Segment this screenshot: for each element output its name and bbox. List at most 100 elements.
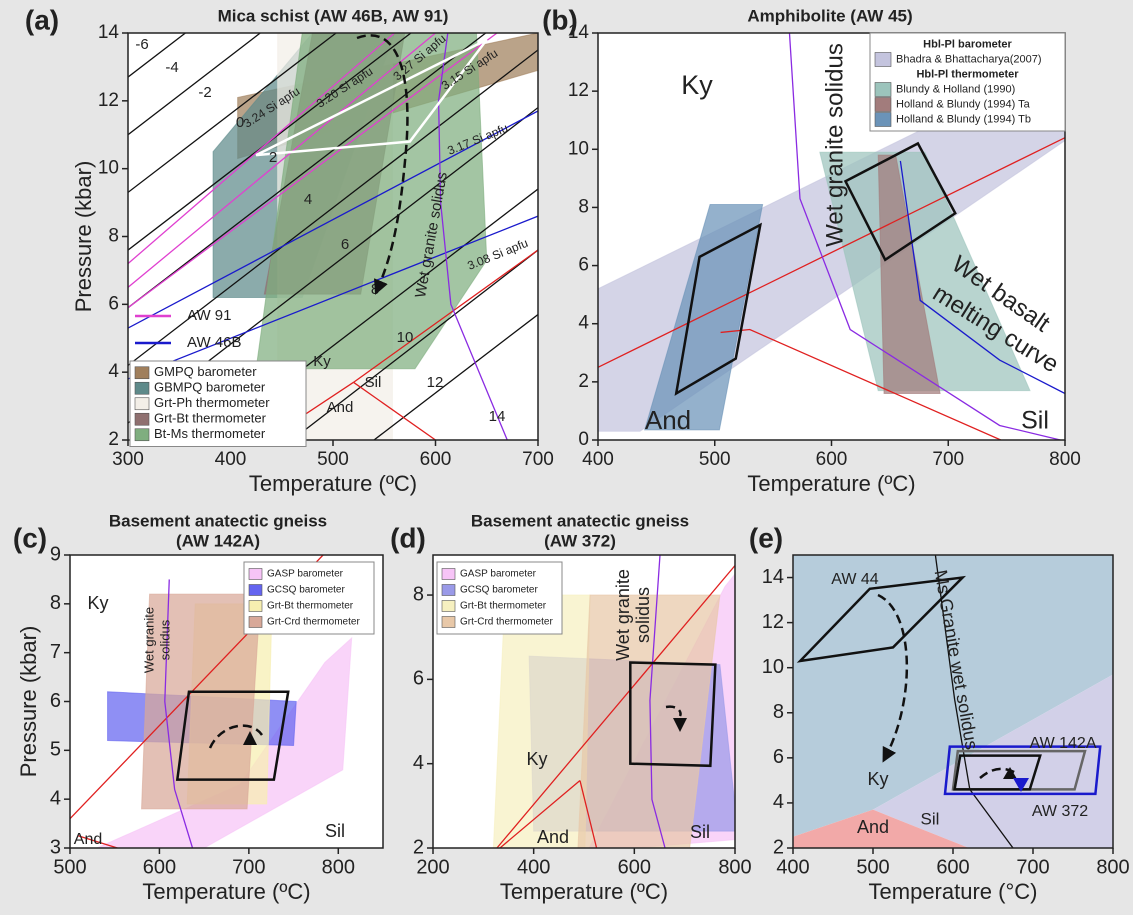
annotation: solidus (633, 587, 653, 643)
legend-label: GASP barometer (267, 569, 344, 580)
y-tick-label: 9 (50, 543, 61, 565)
x-tick-label: 700 (232, 856, 265, 878)
x-tick-label: 800 (718, 856, 751, 878)
curve (499, 780, 581, 848)
field (577, 594, 721, 848)
y-tick-label: 4 (50, 787, 61, 809)
legend-heading: Hbl-Pl thermometer (916, 68, 1019, 80)
panel-label: (e) (749, 522, 783, 553)
legend-label: GCSQ barometer (460, 585, 538, 596)
triangles (243, 718, 1029, 792)
x-tick-label: 800 (1049, 449, 1081, 470)
legend-label: Bt-Ms thermometer (154, 426, 266, 441)
annotation: -6 (135, 36, 148, 53)
chart-title: Basement anatectic gneiss (109, 511, 327, 530)
legend-label: Grt-Crd thermometer (267, 617, 360, 628)
legend-swatch (134, 412, 150, 426)
legend-swatch (248, 568, 263, 580)
curve (128, 33, 186, 78)
legend-label: Holland & Blundy (1994) Tb (896, 113, 1031, 125)
legend-label: Grt-Crd thermometer (460, 617, 553, 628)
annotation: AW 372 (1032, 803, 1088, 820)
field (877, 154, 941, 394)
triangle-marker (1003, 767, 1017, 779)
outline (255, 38, 488, 157)
curve (128, 49, 538, 366)
legend-box (869, 32, 1066, 132)
dashed-arrow (356, 34, 409, 295)
x-axis-label: Temperature (ºC) (142, 879, 310, 904)
annotation: Wet granite solidus (821, 43, 848, 247)
annotation: 4 (304, 191, 312, 208)
chart-subtitle: (AW 142A) (176, 531, 260, 550)
annotation: And (645, 405, 691, 435)
triangle-marker (673, 718, 687, 732)
outline (796, 575, 967, 663)
annotation: Ky (867, 769, 888, 789)
plot (128, 33, 538, 440)
y-tick-label: 8 (413, 583, 424, 605)
curve (128, 33, 436, 288)
legend-swatch (441, 568, 456, 580)
x-tick-label: 800 (1096, 856, 1129, 878)
triangle-marker (1013, 778, 1029, 792)
legend-label: Grt-Bt thermometer (154, 411, 267, 426)
y-tick-label: 6 (108, 293, 119, 314)
annotation: Sil (1021, 407, 1049, 435)
y-tick-label: 8 (578, 196, 589, 217)
legend-label: Grt-Ph thermometer (154, 395, 270, 410)
curve (291, 249, 538, 440)
outline (951, 749, 1087, 791)
legend-label: Blundy & Holland (1990) (896, 83, 1015, 95)
legend-swatch (874, 112, 892, 127)
y-tick-label: 6 (578, 255, 589, 276)
y-tick-label: 10 (762, 656, 784, 678)
annotation: solidus (157, 619, 172, 660)
x-tick-label: 400 (582, 449, 614, 470)
legend-swatch (874, 52, 892, 67)
y-tick-label: 4 (413, 752, 424, 774)
chart-title: Basement anatectic gneiss (471, 511, 689, 530)
annotation: Wet granite (141, 607, 156, 673)
curve (720, 328, 1002, 440)
annotation: 8 (371, 281, 379, 298)
annotation: Wet granite (613, 569, 633, 661)
curve (934, 555, 1014, 848)
curve (353, 249, 538, 383)
dashed-arrow (979, 767, 1019, 779)
legend-label: GASP barometer (460, 569, 537, 580)
y-tick-label: 8 (50, 592, 61, 614)
outline (843, 141, 957, 262)
legend-swatch (441, 584, 456, 596)
annotation: -4 (165, 59, 178, 76)
outline (943, 745, 1102, 796)
curve (128, 110, 538, 329)
plot (598, 33, 1065, 440)
y-tick-label: 5 (50, 739, 61, 761)
field (644, 204, 764, 431)
curve (128, 33, 498, 309)
curve (899, 160, 1065, 395)
curve (128, 215, 538, 380)
curve (128, 33, 261, 136)
y-tick-label: 3 (50, 836, 61, 858)
chart-title: Mica schist (AW 46B, AW 91) (218, 6, 449, 25)
panel-label: (c) (13, 522, 47, 553)
curve (128, 33, 395, 265)
outline (953, 754, 1042, 791)
legend-swatch (874, 97, 892, 112)
legend-swatch (874, 82, 892, 97)
x-tick-label: 700 (1016, 856, 1049, 878)
legend-swatch (134, 428, 150, 442)
curve (128, 33, 487, 309)
y-tick-label: 4 (578, 313, 589, 334)
x-tick-label: 200 (416, 856, 449, 878)
y-tick-label: 12 (98, 90, 119, 111)
y-tick-label: 8 (108, 226, 119, 247)
panel-label: (b) (542, 4, 578, 35)
y-tick-label: 4 (108, 361, 119, 382)
region (873, 674, 1113, 848)
y-tick-label: 6 (413, 668, 424, 690)
panel-label: (a) (25, 4, 59, 35)
